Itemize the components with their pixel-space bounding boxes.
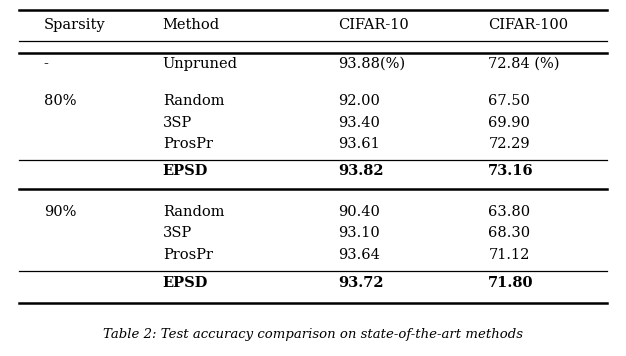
- Text: 72.84 (%): 72.84 (%): [488, 57, 560, 71]
- Text: Method: Method: [163, 18, 220, 32]
- Text: Sparsity: Sparsity: [44, 18, 105, 32]
- Text: 92.00: 92.00: [338, 94, 380, 109]
- Text: 71.12: 71.12: [488, 247, 530, 262]
- Text: 93.88(%): 93.88(%): [338, 57, 405, 71]
- Text: 69.90: 69.90: [488, 116, 530, 130]
- Text: CIFAR-10: CIFAR-10: [338, 18, 409, 32]
- Text: Table 2: Test accuracy comparison on state-of-the-art methods: Table 2: Test accuracy comparison on sta…: [103, 328, 523, 341]
- Text: 63.80: 63.80: [488, 205, 530, 219]
- Text: 93.40: 93.40: [338, 116, 380, 130]
- Text: Random: Random: [163, 94, 224, 109]
- Text: 3SP: 3SP: [163, 226, 192, 240]
- Text: 93.64: 93.64: [338, 247, 380, 262]
- Text: 93.10: 93.10: [338, 226, 380, 240]
- Text: 90%: 90%: [44, 205, 76, 219]
- Text: 80%: 80%: [44, 94, 76, 109]
- Text: 73.16: 73.16: [488, 164, 534, 178]
- Text: EPSD: EPSD: [163, 276, 208, 290]
- Text: 71.80: 71.80: [488, 276, 534, 290]
- Text: 68.30: 68.30: [488, 226, 530, 240]
- Text: 93.61: 93.61: [338, 137, 380, 151]
- Text: CIFAR-100: CIFAR-100: [488, 18, 568, 32]
- Text: ProsPr: ProsPr: [163, 247, 213, 262]
- Text: 72.29: 72.29: [488, 137, 530, 151]
- Text: 93.82: 93.82: [338, 164, 384, 178]
- Text: EPSD: EPSD: [163, 164, 208, 178]
- Text: ProsPr: ProsPr: [163, 137, 213, 151]
- Text: 3SP: 3SP: [163, 116, 192, 130]
- Text: 90.40: 90.40: [338, 205, 380, 219]
- Text: Random: Random: [163, 205, 224, 219]
- Text: 67.50: 67.50: [488, 94, 530, 109]
- Text: -: -: [44, 57, 49, 71]
- Text: Unpruned: Unpruned: [163, 57, 238, 71]
- Text: 93.72: 93.72: [338, 276, 384, 290]
